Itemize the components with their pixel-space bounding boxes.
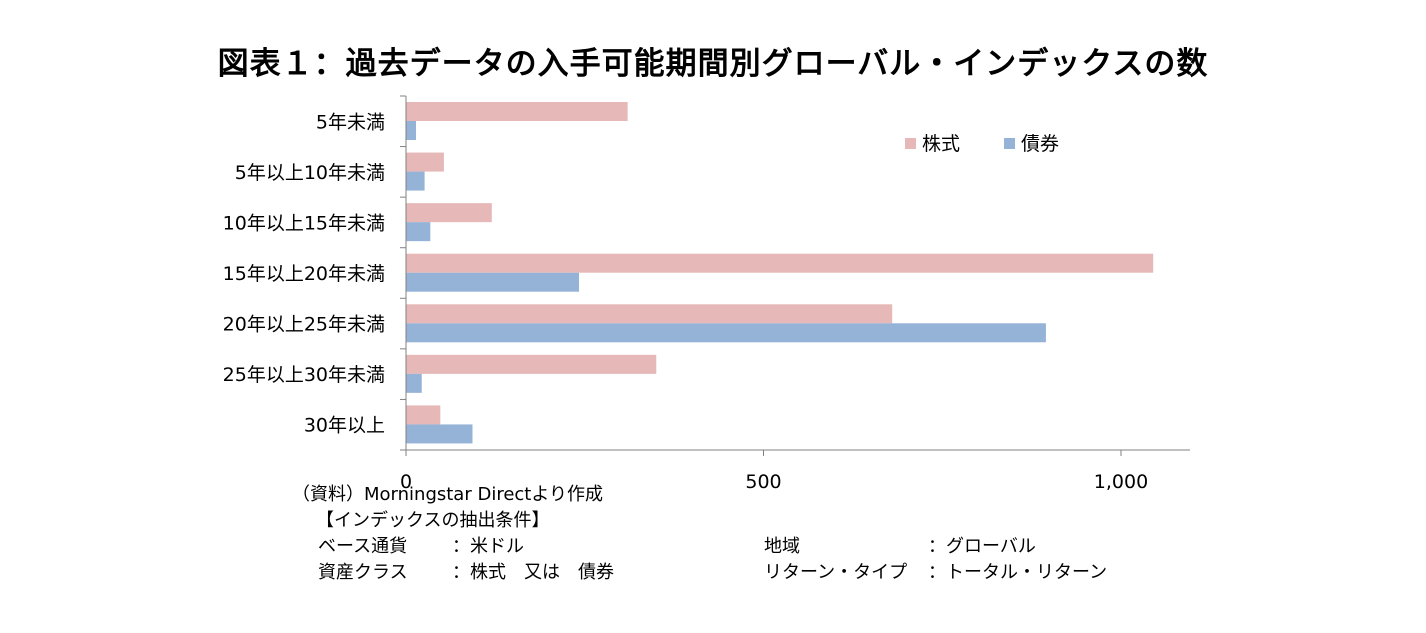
conditions-heading: 【インデックスの抽出条件】 (316, 510, 550, 531)
region-label: 地域 (764, 536, 800, 557)
bar-bond-2 (406, 222, 431, 242)
category-label: 20年以上25年未満 (223, 314, 385, 336)
category-label: 15年以上20年未満 (223, 263, 385, 285)
category-label: 30年以上 (304, 415, 385, 437)
x-tick-label: 0 (400, 471, 412, 493)
bar-stock-1 (406, 152, 444, 172)
bar-bond-6 (406, 424, 473, 444)
bar-stock-6 (406, 405, 441, 425)
category-label: 10年以上15年未満 (223, 212, 385, 234)
bar-stock-3 (406, 253, 1154, 273)
region-value: ：グローバル (928, 536, 1036, 557)
bar-stock-2 (406, 203, 492, 223)
source-note: （資料）Morningstar Directより作成 (292, 484, 603, 505)
asset-class-value: ：株式 又は 債券 (452, 562, 614, 583)
category-label: 5年未満 (316, 111, 385, 133)
asset-class-label: 資産クラス (318, 562, 408, 583)
category-label: 25年以上30年未満 (223, 364, 385, 386)
bar-bond-1 (406, 171, 425, 191)
chart-title: 図表１：過去データの入手可能期間別グローバル・インデックスの数 (217, 46, 1209, 82)
return-type-value: ：トータル・リターン (928, 562, 1108, 583)
bar-bond-0 (406, 121, 417, 140)
x-tick-label: 500 (745, 471, 781, 493)
bar-stock-5 (406, 354, 657, 374)
legend-label-0: 株式 (922, 133, 960, 155)
plot-area: 5年未満 5年以上10年未満 10年以上15年未満 15年以上20年未満 20年以上25… (223, 95, 1190, 493)
bar-bond-5 (406, 373, 422, 393)
legend-swatch-0 (905, 138, 916, 149)
legend-swatch-1 (1004, 138, 1015, 149)
legend-label-1: 債券 (1021, 133, 1059, 155)
base-currency-label: ベース通貨 (318, 536, 408, 557)
base-currency-value: ：米ドル (452, 536, 524, 557)
bar-bond-3 (406, 272, 580, 292)
category-label: 5年以上10年未満 (235, 162, 385, 184)
return-type-label: リターン・タイプ (764, 562, 908, 583)
bar-stock-0 (406, 102, 628, 121)
x-tick-label: 1,000 (1094, 471, 1148, 493)
bar-bond-4 (406, 323, 1046, 343)
bar-stock-4 (406, 304, 893, 324)
